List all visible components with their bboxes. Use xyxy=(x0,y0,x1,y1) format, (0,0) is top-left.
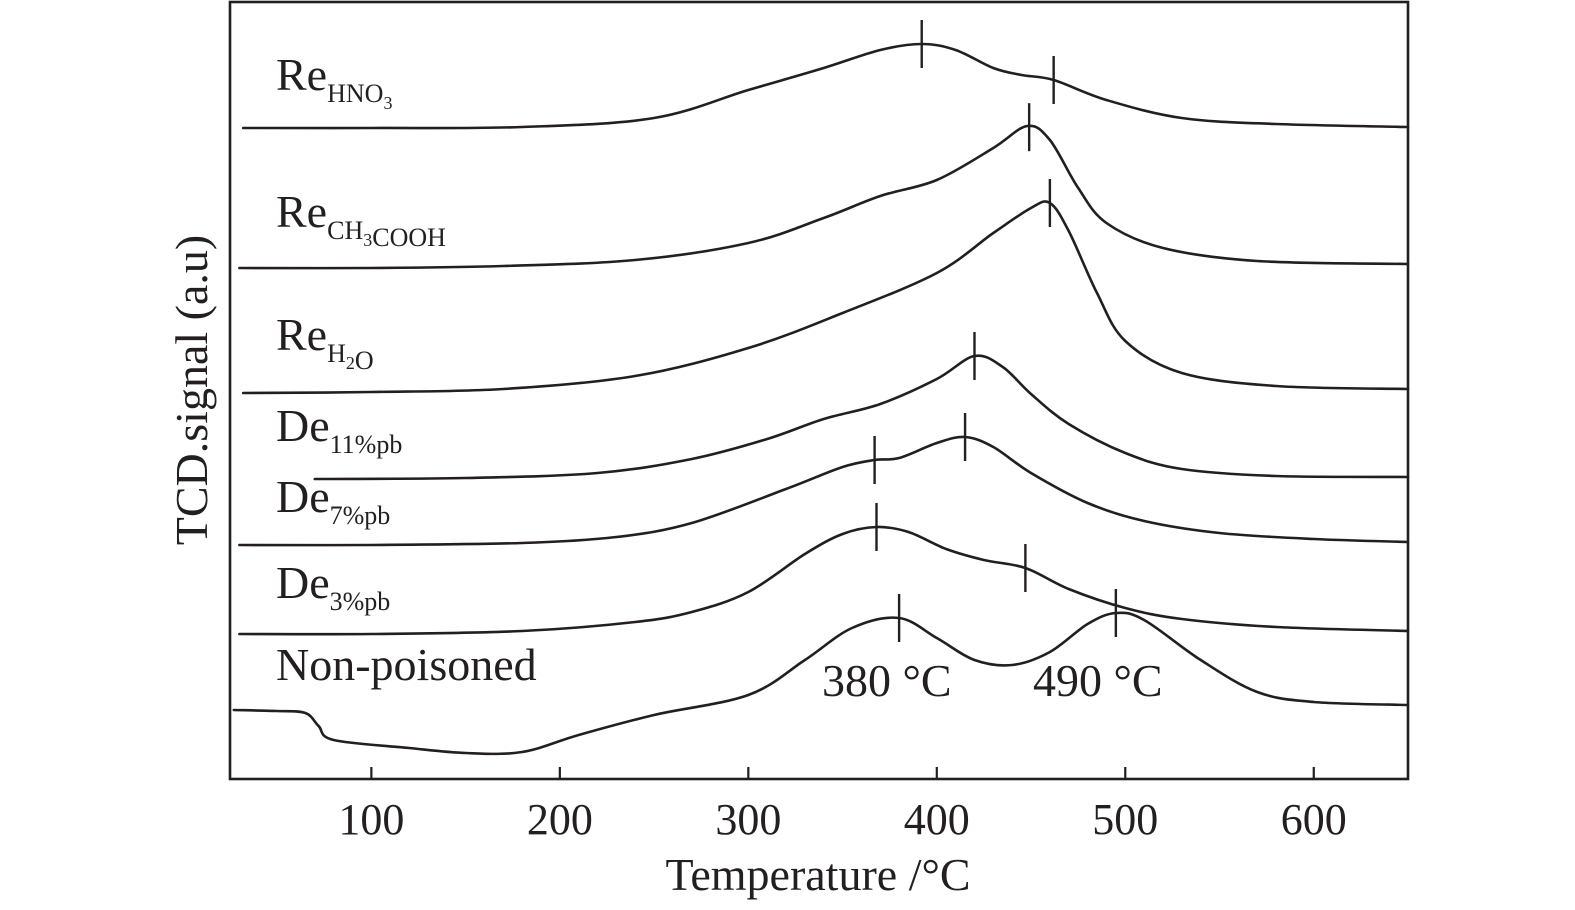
series-labels: ReHNO3ReCH3COOHReH2ODe11%pbDe7%pbDe3%pbN… xyxy=(276,49,537,690)
series-line-5 xyxy=(238,525,1410,636)
x-ticks: 100 200 300 400 500 600 xyxy=(338,767,1347,844)
series-label-5: De3%pb xyxy=(276,557,390,616)
x-tick-label: 300 xyxy=(715,795,781,844)
series-line-4 xyxy=(238,435,1410,547)
series-line-6 xyxy=(232,611,1410,756)
x-tick-label: 500 xyxy=(1092,795,1158,844)
series-label-1: ReCH3COOH xyxy=(276,186,446,252)
x-tick-label: 200 xyxy=(527,795,593,844)
series-line-0 xyxy=(241,42,1410,130)
x-tick-label: 100 xyxy=(338,795,404,844)
annotation-490: 490 °C xyxy=(1033,655,1163,706)
series-line-3 xyxy=(313,354,1410,481)
peak-markers xyxy=(873,20,1118,642)
plot-frame xyxy=(228,0,1410,781)
annotation-380: 380 °C xyxy=(822,655,952,706)
series-label-0: ReHNO3 xyxy=(276,49,392,113)
series-label-6: Non-poisoned xyxy=(276,639,537,690)
series-label-2: ReH2O xyxy=(276,309,374,375)
x-tick-label: 600 xyxy=(1281,795,1347,844)
x-tick-label: 400 xyxy=(904,795,970,844)
y-axis-label: TCD.signal (a.u) xyxy=(166,235,217,545)
curves xyxy=(232,42,1410,756)
series-line-2 xyxy=(241,200,1410,395)
x-axis-label: Temperature /°C xyxy=(665,849,970,900)
series-label-3: De11%pb xyxy=(276,400,402,459)
series-line-1 xyxy=(238,124,1410,270)
